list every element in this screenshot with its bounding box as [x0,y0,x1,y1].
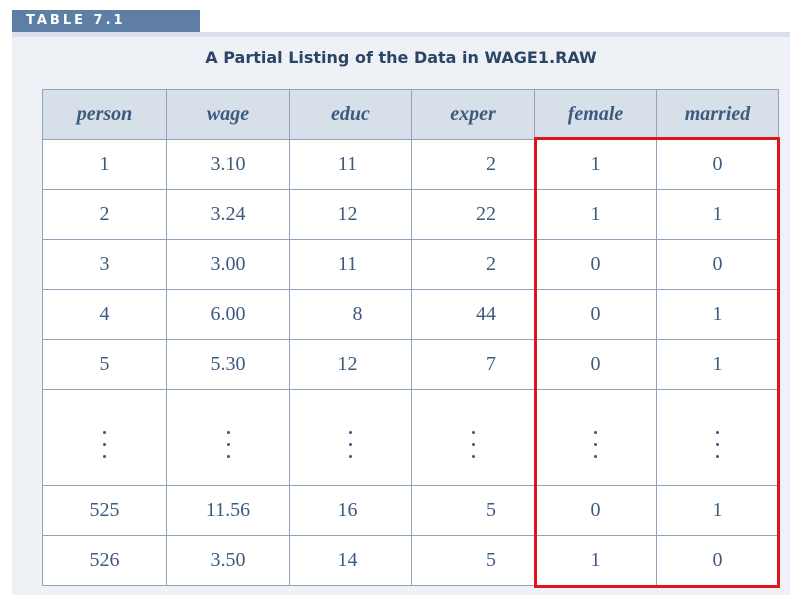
table-cell: 3.10 [166,139,290,190]
column-header: wage [166,89,290,140]
table-cell: 0 [656,535,779,586]
table-row: 4 6.00 8 44 0 1 [42,289,779,340]
table-cell: 8 [289,289,412,340]
column-header: married [656,89,779,140]
table-cell: 11.56 [166,485,290,536]
table-cell: 526 [42,535,167,586]
table-cell: 3.24 [166,189,290,240]
table-cell: 3 [42,239,167,290]
table-cell: 0 [656,239,779,290]
table-cell: 1 [656,189,779,240]
table-row: 526 3.50 14 5 1 0 [42,535,779,586]
table-cell: 5 [411,535,535,586]
table-cell: 0 [534,239,657,290]
table-cell: 0 [656,139,779,190]
label-rule [12,32,790,37]
table-cell: 14 [289,535,412,586]
table-cell: 5.30 [166,339,290,390]
table-row: 1 3.10 11 2 1 0 [42,139,779,190]
table-cell: 2 [411,239,535,290]
table-caption: A Partial Listing of the Data in WAGE1.R… [205,48,597,67]
table-cell: 1 [42,139,167,190]
table-row: 525 11.56 16 5 0 1 [42,485,779,536]
vertical-ellipsis [656,389,779,486]
table-cell: 0 [534,289,657,340]
column-header: person [42,89,167,140]
ellipsis-row [42,389,779,486]
table-cell: 4 [42,289,167,340]
table-cell: 12 [289,339,412,390]
column-header: exper [411,89,535,140]
table-row: 2 3.24 12 22 1 1 [42,189,779,240]
table-cell: 3.00 [166,239,290,290]
table-cell: 44 [411,289,535,340]
table-row: 3 3.00 11 2 0 0 [42,239,779,290]
table-cell: 22 [411,189,535,240]
vertical-ellipsis [534,389,657,486]
vertical-ellipsis [411,389,535,486]
table-cell: 2 [411,139,535,190]
data-table: person wage educ exper female married 1 … [42,89,779,586]
table-label: TABLE 7.1 [12,10,200,32]
table-cell: 1 [656,289,779,340]
table-cell: 16 [289,485,412,536]
table-cell: 0 [534,485,657,536]
table-cell: 1 [656,485,779,536]
table-cell: 1 [534,139,657,190]
table-cell: 1 [534,189,657,240]
header-row: person wage educ exper female married [42,89,779,140]
vertical-ellipsis [166,389,290,486]
table-cell: 6.00 [166,289,290,340]
table-cell: 5 [42,339,167,390]
table-cell: 12 [289,189,412,240]
column-header: educ [289,89,412,140]
table-cell: 5 [411,485,535,536]
table-cell: 2 [42,189,167,240]
vertical-ellipsis [289,389,412,486]
table-cell: 1 [534,535,657,586]
table-cell: 1 [656,339,779,390]
table-cell: 11 [289,239,412,290]
table-cell: 0 [534,339,657,390]
table-cell: 11 [289,139,412,190]
table-row: 5 5.30 12 7 0 1 [42,339,779,390]
table-cell: 3.50 [166,535,290,586]
table-cell: 525 [42,485,167,536]
table-cell: 7 [411,339,535,390]
vertical-ellipsis [42,389,167,486]
column-header: female [534,89,657,140]
